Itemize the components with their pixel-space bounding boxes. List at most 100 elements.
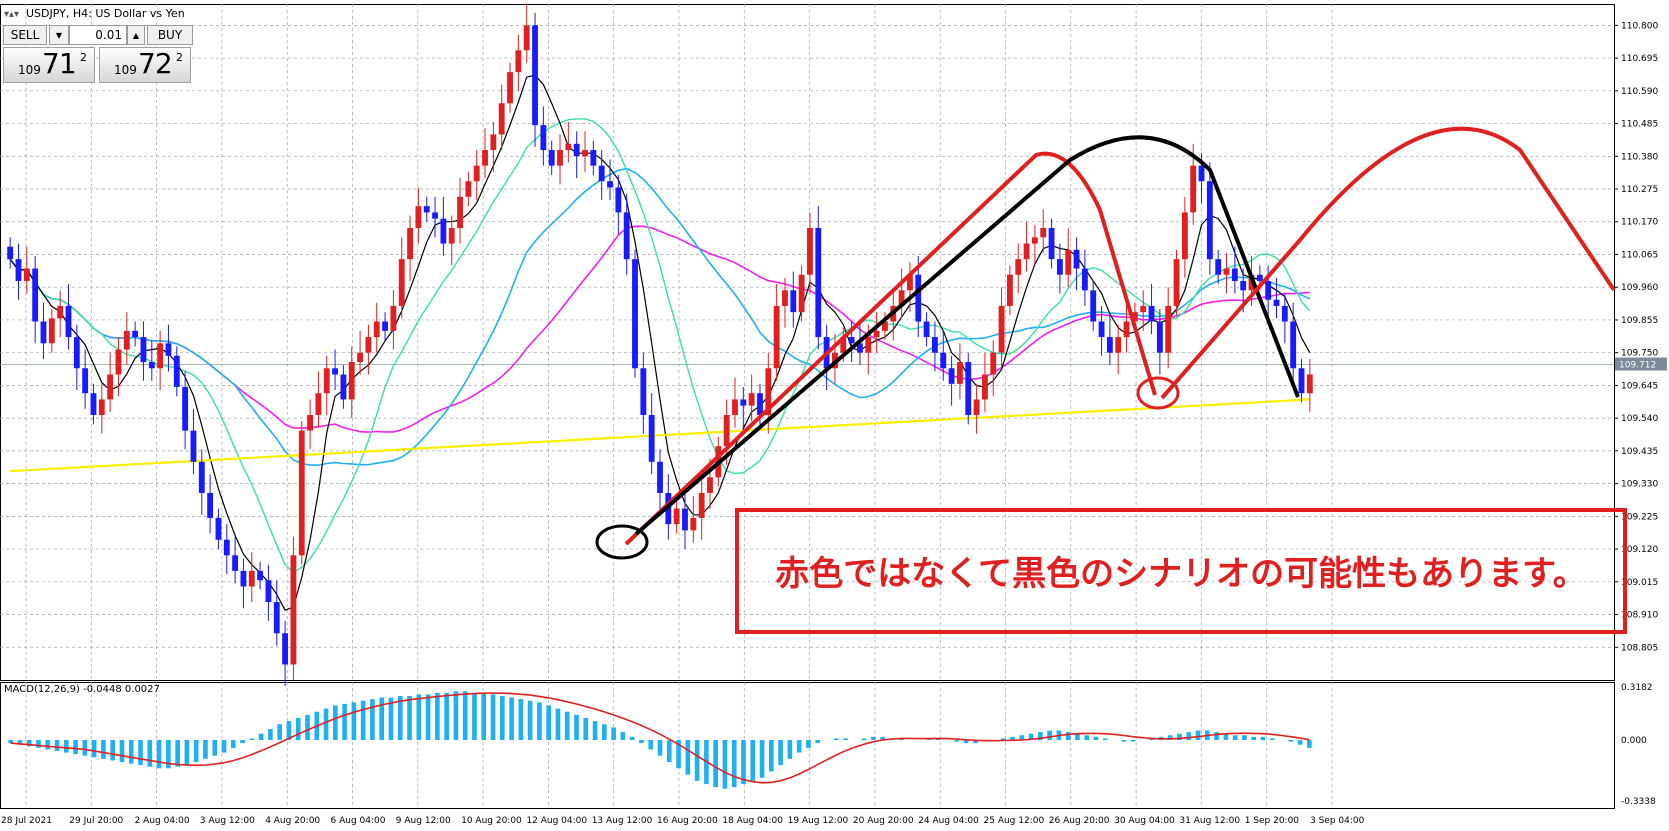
candle-body xyxy=(48,318,55,344)
candle-body xyxy=(215,517,222,540)
macd-axis-label: 0.3182 xyxy=(1621,683,1653,693)
candle-body xyxy=(382,321,388,331)
candle-body xyxy=(1306,374,1313,394)
candle-body xyxy=(90,393,97,416)
candle-body xyxy=(23,268,30,281)
candle-body xyxy=(265,580,272,603)
y-tick-label: 110.800 xyxy=(1621,21,1658,31)
candle-body xyxy=(73,337,80,369)
macd-panel: 0.3182 0.000 -0.3338 xyxy=(8,683,1656,807)
candle-body xyxy=(248,570,255,587)
candle-body xyxy=(282,633,289,665)
red-scenario-line-2 xyxy=(1160,126,1616,400)
candle-body xyxy=(165,343,172,356)
candle-body xyxy=(332,368,338,375)
candle-body xyxy=(132,330,139,338)
x-tick-label: 6 Aug 04:00 xyxy=(331,816,386,826)
candle-body xyxy=(1173,259,1180,306)
x-tick-label: 9 Aug 12:00 xyxy=(396,816,451,826)
candle-body xyxy=(990,352,997,375)
lot-increment-icon[interactable]: ▲ xyxy=(127,25,145,45)
annotation-text: 赤色ではなくて黒色のシナリオの可能性もあります。 xyxy=(775,554,1587,594)
candle-body xyxy=(398,259,405,306)
macd-plot-border xyxy=(0,682,1615,809)
candle-body xyxy=(1298,368,1305,394)
candle-body xyxy=(598,165,605,182)
candle-body xyxy=(798,274,805,313)
candle-body xyxy=(1265,280,1272,300)
candle-body xyxy=(923,321,930,338)
low-circle-red xyxy=(1136,376,1180,410)
buy-button[interactable]: BUY xyxy=(147,25,193,45)
candle-body xyxy=(748,393,755,406)
lot-dropdown-icon[interactable]: ▼ xyxy=(49,25,69,45)
candle-body xyxy=(648,415,655,462)
candle-body xyxy=(840,337,847,353)
y-tick-label: 109.645 xyxy=(1621,381,1658,391)
annotation-box: 赤色ではなくて黒色のシナリオの可能性もあります。 xyxy=(735,508,1627,634)
candle-body xyxy=(1040,227,1047,238)
candle-body xyxy=(1048,227,1055,260)
candle-body xyxy=(965,362,972,416)
candle-body xyxy=(615,187,622,213)
candle-body xyxy=(7,246,14,260)
y-tick-label: 109.960 xyxy=(1621,283,1658,293)
candle-body xyxy=(573,143,580,157)
candlestick-series xyxy=(7,3,1313,687)
candle-body xyxy=(957,362,963,384)
candle-body xyxy=(590,150,597,166)
lot-size-input[interactable]: 0.01 xyxy=(69,25,127,45)
candle-body xyxy=(32,268,39,322)
candle-body xyxy=(390,305,397,331)
x-tick-label: 24 Aug 04:00 xyxy=(918,816,979,826)
ask-price-button[interactable]: 109 72 2 xyxy=(99,47,191,83)
candle-body xyxy=(1106,337,1113,353)
candle-body xyxy=(1031,237,1038,244)
x-tick-label: 30 Aug 04:00 xyxy=(1114,816,1175,826)
candle-body xyxy=(207,492,214,518)
chart-type-icon: ▾▴▾ xyxy=(4,9,20,20)
candle-body xyxy=(115,349,122,375)
candle-body xyxy=(982,374,988,400)
x-tick-label: 31 Aug 12:00 xyxy=(1179,816,1240,826)
candle-body xyxy=(623,212,630,260)
y-tick-label: 109.120 xyxy=(1621,545,1658,555)
x-tick-label: 16 Aug 20:00 xyxy=(657,816,718,826)
chart-header: ▾▴▾ USDJPY, H4: US Dollar vs Yen xyxy=(4,7,185,20)
bid-price-big: 71 xyxy=(42,47,77,80)
current-price-label: 109.712 xyxy=(1619,361,1656,371)
symbol-title: USDJPY, H4: US Dollar vs Yen xyxy=(26,7,185,20)
current-price-tag xyxy=(1615,357,1667,371)
main-plot-border xyxy=(0,4,1615,681)
candle-body xyxy=(1281,305,1288,322)
bid-price-sup: 2 xyxy=(80,51,87,64)
candle-body xyxy=(773,305,780,369)
candle-body xyxy=(415,206,422,228)
sell-button[interactable]: SELL xyxy=(3,25,47,45)
candle-body xyxy=(340,374,347,400)
y-tick-label: 109.540 xyxy=(1621,414,1658,424)
candle-body xyxy=(915,274,922,322)
x-tick-label: 20 Aug 20:00 xyxy=(853,816,914,826)
candle-body xyxy=(1123,321,1130,338)
candle-body xyxy=(907,274,913,291)
x-tick-label: 3 Sep 04:00 xyxy=(1310,816,1365,826)
price-axis: 110.800 110.695 110.590 110.485 110.380 110.2… xyxy=(1614,21,1667,653)
candle-body xyxy=(690,517,697,531)
bid-price-button[interactable]: 109 71 2 xyxy=(3,47,95,83)
black-scenario-line xyxy=(634,135,1300,536)
candle-body xyxy=(498,103,505,135)
candle-body xyxy=(873,330,880,338)
candle-body xyxy=(473,165,480,182)
one-click-trading-panel[interactable]: SELL ▼ 0.01 ▲ BUY 109 71 2 109 72 2 xyxy=(3,25,193,83)
x-tick-label: 19 Aug 12:00 xyxy=(788,816,849,826)
y-tick-label: 108.910 xyxy=(1621,611,1658,621)
candle-body xyxy=(140,337,147,363)
candle-body xyxy=(107,374,114,400)
y-tick-label: 110.170 xyxy=(1621,218,1658,228)
candle-body xyxy=(1006,274,1013,306)
candle-body xyxy=(323,368,330,394)
y-tick-label: 109.225 xyxy=(1621,512,1658,522)
candle-body xyxy=(298,430,305,556)
